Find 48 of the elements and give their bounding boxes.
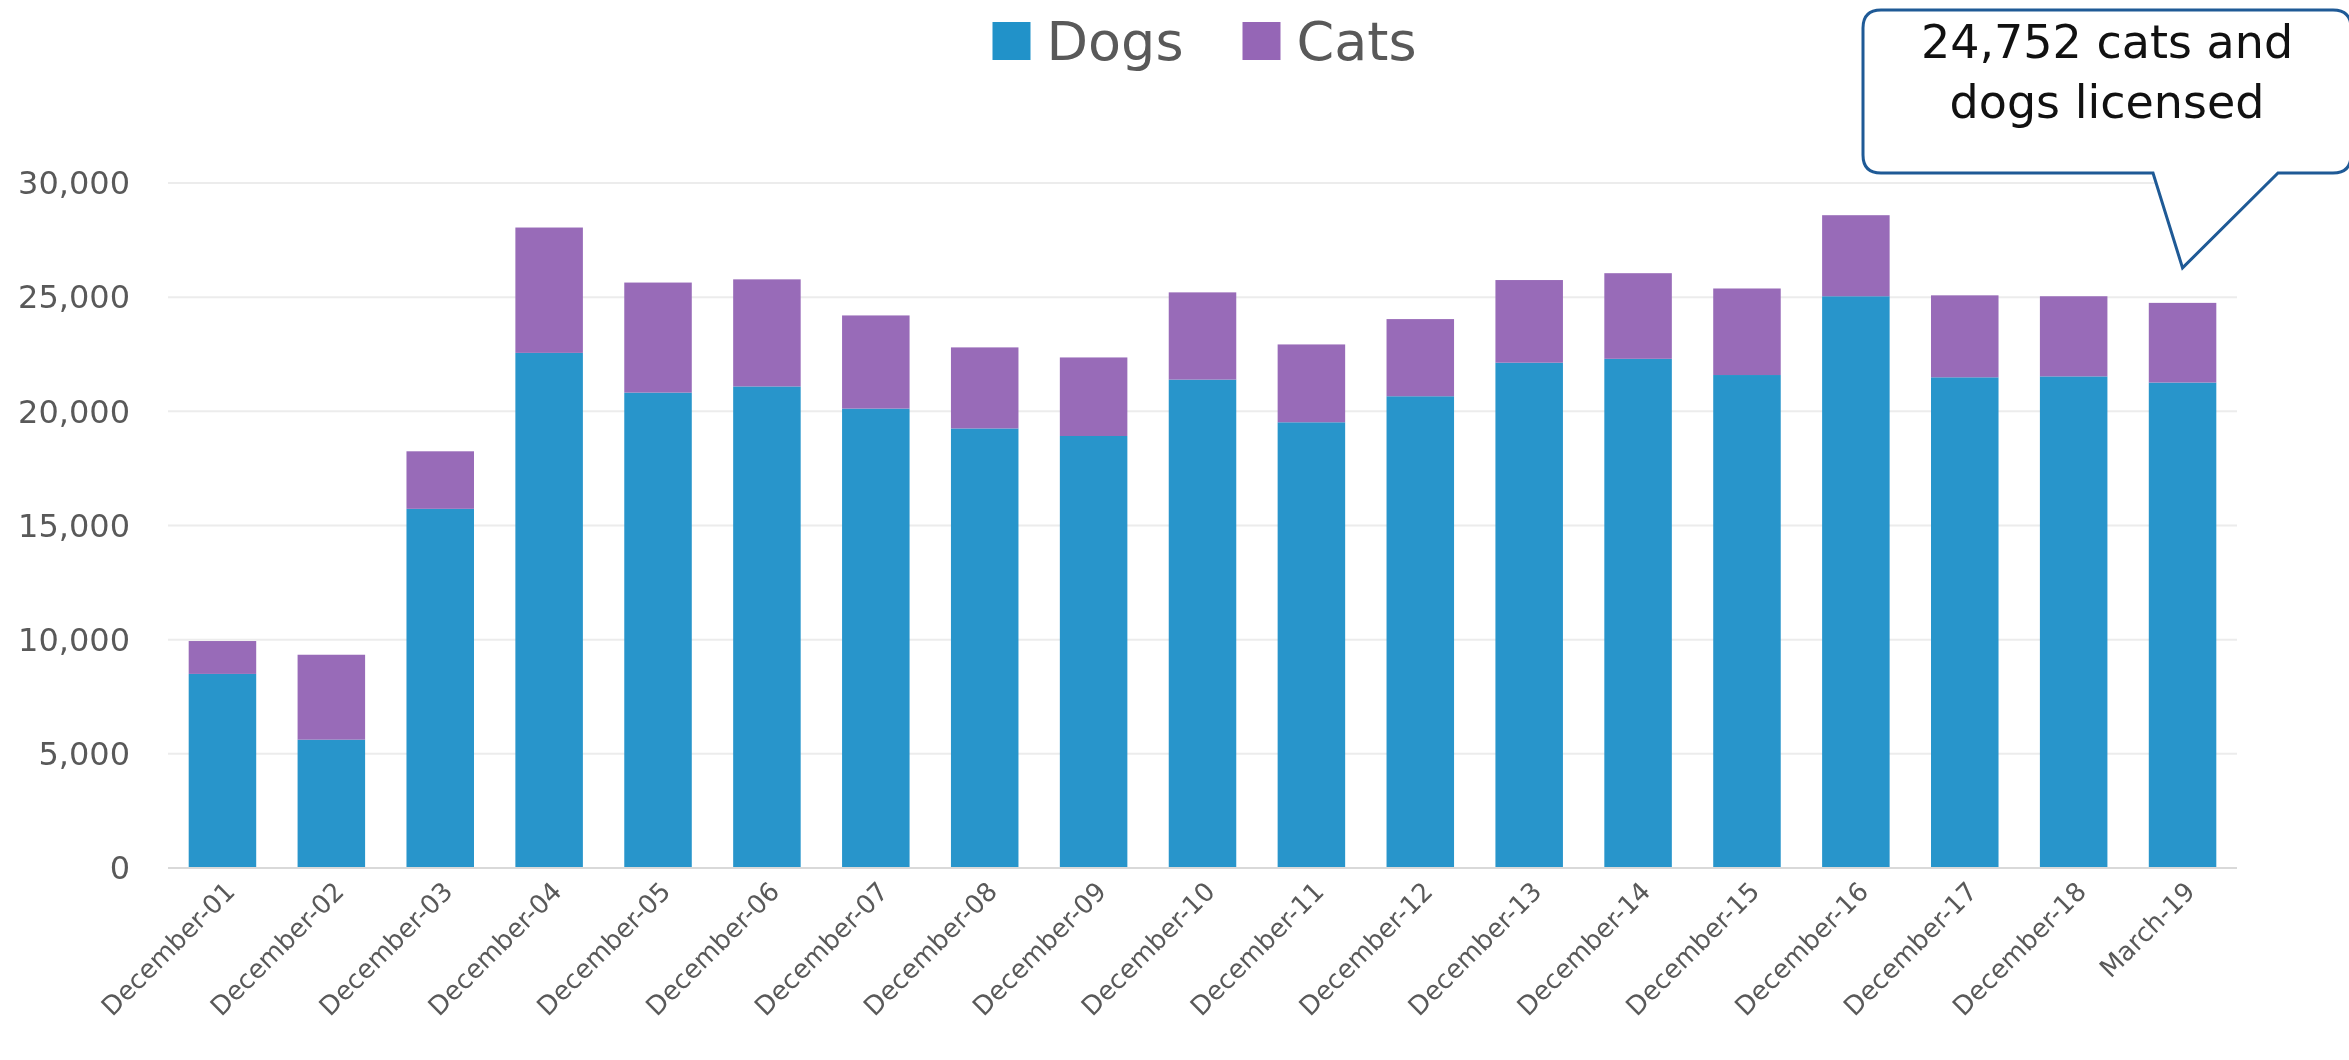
bar [188,641,257,674]
y-tick-label: 15,000 [18,506,130,545]
y-tick-label: 5,000 [38,735,130,774]
bar [188,673,257,868]
bar [1059,435,1128,868]
bar [842,315,910,409]
bar [1604,358,1672,868]
bar [2039,296,2108,377]
bar [1168,292,1237,380]
bar [1495,280,1563,363]
y-tick-label: 20,000 [18,392,130,431]
bar [2039,376,2108,868]
bar [733,279,801,387]
bar [1822,296,1890,868]
bar [297,654,366,740]
bar [842,408,910,868]
bar [950,347,1019,429]
bar [624,392,692,868]
bar [406,451,474,509]
bar [1713,375,1781,868]
bar [1931,377,1999,868]
legend-label: Cats [1296,9,1417,73]
bar [950,428,1019,868]
bar [297,739,366,868]
bar [1604,273,1672,359]
bar [515,227,583,353]
y-tick-label: 25,000 [18,278,130,317]
y-tick-label: 0 [109,849,130,888]
bar [1059,357,1128,436]
bar [1277,344,1346,423]
bar [406,508,474,868]
bar [2148,302,2217,383]
text: 24,752 cats and dogs licensed [1920,15,2294,129]
bar [1495,362,1563,868]
bar [733,386,801,868]
bar [2148,382,2217,868]
legend-label: Dogs [1046,9,1184,73]
bar [1168,379,1237,868]
bar [624,282,692,393]
bar [1713,288,1781,376]
y-tick-label: 30,000 [18,164,130,203]
bar [1386,319,1455,397]
bar [1277,422,1346,868]
bar [1931,295,1999,378]
bar [515,352,583,868]
bar [1822,215,1890,297]
y-tick-label: 10,000 [18,620,130,659]
bar [1386,396,1455,868]
